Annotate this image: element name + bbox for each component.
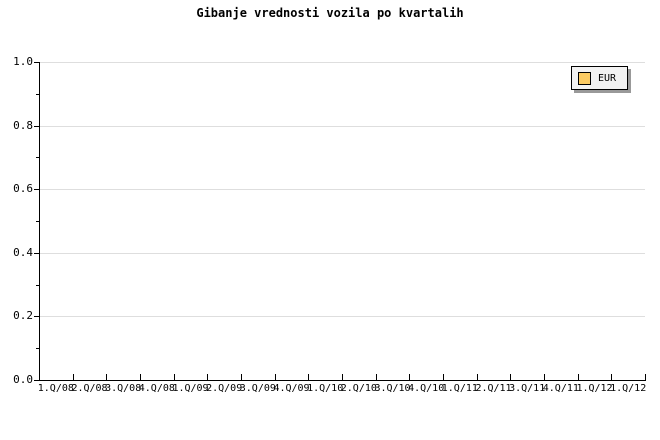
x-axis-tick-label: 4.Q/09 xyxy=(273,383,310,394)
y-axis-tick-label: 0.2 xyxy=(13,309,33,323)
x-tick xyxy=(207,374,208,380)
y-major-tick xyxy=(34,189,39,191)
legend-color-swatch xyxy=(578,71,591,85)
y-axis-tick-label: 0.8 xyxy=(13,118,33,132)
x-tick xyxy=(308,374,309,380)
x-axis-tick-label: 3.Q/09 xyxy=(239,383,276,394)
gridline xyxy=(40,125,645,127)
gridline xyxy=(40,316,645,318)
x-axis-tick-label: 1.Q/12 xyxy=(576,383,613,394)
legend: EUR xyxy=(571,66,628,90)
x-tick xyxy=(106,374,107,380)
x-tick xyxy=(140,374,141,380)
y-major-tick xyxy=(34,316,39,318)
x-axis-tick-label: 1.Q/09 xyxy=(172,383,209,394)
legend-series-label: EUR xyxy=(598,72,617,84)
x-axis-tick-label: 1.Q/11 xyxy=(441,383,478,394)
chart-title: Gibanje vrednosti vozila po kvartalih xyxy=(196,6,464,20)
x-axis-tick-label: 3.Q/10 xyxy=(374,383,411,394)
x-tick xyxy=(342,374,343,380)
y-axis-line xyxy=(39,62,40,381)
y-major-tick xyxy=(34,380,39,381)
y-axis-tick-label: 1.0 xyxy=(13,55,33,68)
x-axis-tick-label: 4.Q/11 xyxy=(542,383,579,394)
x-tick xyxy=(578,374,579,380)
x-axis-tick-label: 1.Q/10 xyxy=(307,383,344,394)
x-axis-line xyxy=(39,380,646,381)
y-axis-tick-label: 0.4 xyxy=(13,245,33,259)
x-tick xyxy=(477,374,478,380)
y-axis-tick-label: 0.6 xyxy=(13,182,33,196)
x-tick xyxy=(645,374,646,380)
y-minor-tick xyxy=(36,157,39,159)
x-axis-tick-label: 1.Q/08 xyxy=(37,383,74,394)
y-axis-tick-label: 0.0 xyxy=(13,373,33,386)
gridline xyxy=(40,62,645,63)
x-axis-tick-label: 3.Q/11 xyxy=(509,383,546,394)
x-tick xyxy=(544,374,545,380)
y-minor-tick xyxy=(36,221,39,222)
x-tick xyxy=(376,374,377,380)
y-major-tick xyxy=(34,125,39,127)
x-tick xyxy=(275,374,276,380)
x-tick xyxy=(409,374,410,380)
x-axis-tick-label: 2.Q/10 xyxy=(340,383,377,394)
x-axis-tick-label: 2.Q/11 xyxy=(475,383,512,394)
x-tick xyxy=(443,374,444,380)
y-minor-tick xyxy=(36,93,39,95)
x-axis-tick-label: 2.Q/08 xyxy=(71,383,108,394)
x-axis-tick-label: 1.Q/12 xyxy=(610,383,647,394)
x-axis-tick-label: 4.Q/08 xyxy=(138,383,175,394)
y-major-tick xyxy=(34,62,39,63)
y-minor-tick xyxy=(36,348,39,350)
gridline xyxy=(40,252,645,254)
x-tick xyxy=(611,374,612,380)
y-major-tick xyxy=(34,252,39,254)
x-tick xyxy=(241,374,242,380)
gridline xyxy=(40,189,645,191)
x-axis-tick-label: 2.Q/09 xyxy=(206,383,243,394)
x-tick xyxy=(73,374,74,380)
x-tick xyxy=(174,374,175,380)
x-axis-tick-label: 4.Q/10 xyxy=(408,383,445,394)
y-minor-tick xyxy=(36,284,39,286)
x-tick xyxy=(510,374,511,380)
x-axis-tick-label: 3.Q/08 xyxy=(105,383,142,394)
